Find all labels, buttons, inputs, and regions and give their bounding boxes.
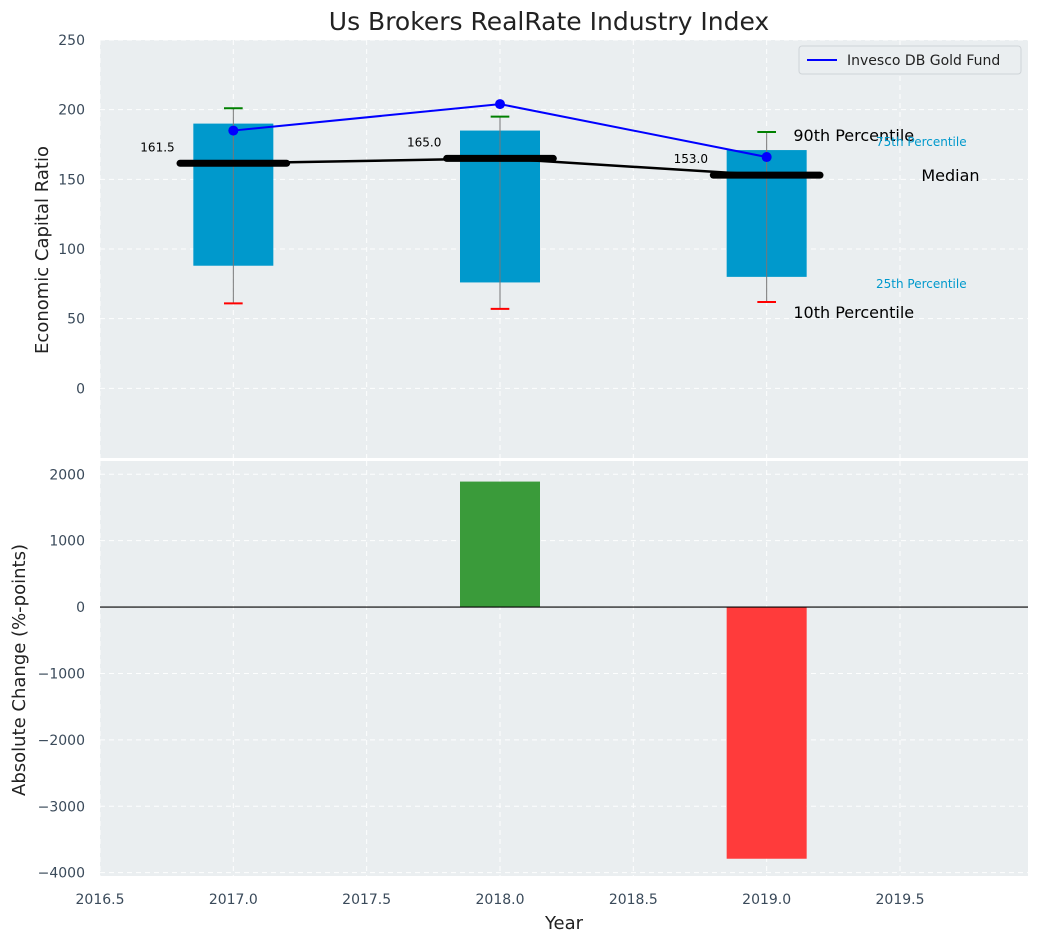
annotation-p25: 25th Percentile [876,277,967,291]
top-y-tick-label: 100 [58,242,85,258]
annotation-p10: 10th Percentile [793,303,914,322]
bottom-y-tick-label: 2000 [49,467,85,483]
top-y-ticks: 0 50 100 150 200 250 [58,33,85,397]
bottom-y-tick-label: 1000 [49,534,85,550]
top-marks: 161.5 165.0 153.0 [140,99,824,310]
x-tick-label: 2018.0 [476,892,525,908]
bottom-y-tick-label: −1000 [38,666,85,682]
x-tick-label: 2018.5 [609,892,658,908]
bottom-plot-area [100,461,1028,876]
change-bar-positive [460,481,540,608]
gold-fund-point [228,125,239,136]
median-value-label: 161.5 [140,140,174,154]
annotation-median: Median [921,166,979,185]
annotation-p75: 75th Percentile [876,135,967,149]
bottom-y-tick-label: −3000 [38,799,85,815]
gold-fund-point [495,99,505,110]
top-y-tick-label: 150 [58,172,85,188]
gold-fund-point [761,152,772,163]
x-tick-label: 2019.5 [876,892,925,908]
annotation-p90: 90th Percentile [793,126,914,145]
x-ticks: 2016.5 2017.0 2017.5 2018.0 2018.5 2019.0 2019… [76,892,925,908]
top-y-tick-label: 250 [58,33,85,49]
bottom-y-ticks: −4000 −3000 −2000 −1000 0 1000 2000 [38,467,85,881]
top-y-tick-label: 200 [58,103,85,119]
bottom-y-tick-label: −4000 [38,866,85,882]
change-bar-negative [726,607,807,859]
bottom-y-axis-label: Absolute Change (%-points) [9,544,30,796]
x-tick-label: 2017.5 [342,892,391,908]
top-y-axis-label: Economic Capital Ratio [32,146,53,354]
x-tick-label: 2016.5 [76,892,125,908]
median-value-label: 165.0 [407,135,441,149]
x-tick-label: 2017.0 [209,892,258,908]
legend-entry-gold-fund: Invesco DB Gold Fund [847,53,1000,69]
x-axis-label: Year [544,913,584,934]
legend: Invesco DB Gold Fund [798,45,1022,75]
median-value-label: 153.0 [674,152,708,166]
bottom-y-tick-label: 0 [76,600,85,616]
bottom-marks [100,481,1028,859]
chart-title: Us Brokers RealRate Industry Index [329,7,769,36]
top-y-tick-label: 50 [67,312,85,328]
x-tick-label: 2019.0 [742,892,791,908]
bottom-grid [99,461,1028,876]
bottom-y-tick-label: −2000 [38,733,85,749]
top-y-tick-label: 0 [76,381,85,397]
